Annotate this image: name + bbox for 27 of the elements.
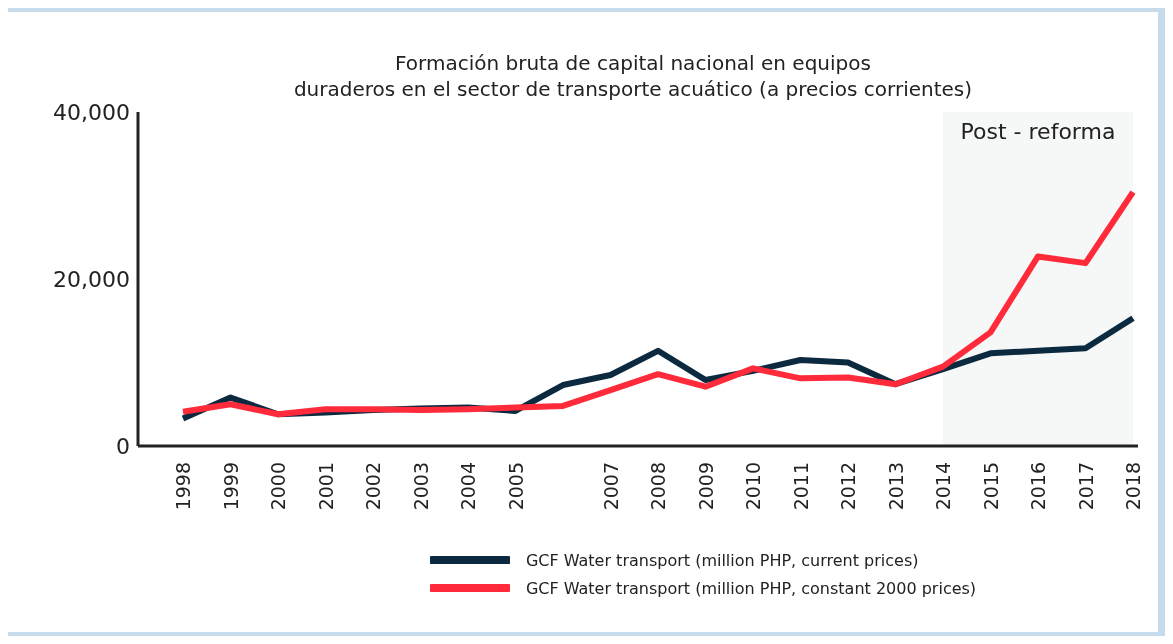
x-tick-label: 2008: [647, 462, 669, 511]
x-tick-label: 2007: [599, 462, 622, 511]
x-tick-label: 2005: [504, 462, 527, 511]
x-tick-label: 2018: [1122, 462, 1144, 511]
x-tick-label: 2009: [694, 462, 717, 511]
x-tick-label: 1998: [172, 462, 194, 511]
x-tick-label: 2010: [742, 462, 764, 511]
x-tick-label: 2015: [979, 462, 1002, 511]
y-tick-label: 0: [116, 433, 130, 459]
x-tick-label: 2003: [409, 462, 432, 511]
x-tick-label: 2001: [314, 462, 337, 511]
x-tick-label: 2000: [267, 462, 289, 511]
x-tick-label: 2014: [932, 462, 954, 511]
x-tick-label: 1999: [219, 462, 242, 511]
x-tick-label: 2016: [1027, 462, 1049, 511]
x-tick-label: 2013: [884, 462, 907, 511]
x-tick-label: 2002: [362, 462, 384, 511]
x-tick-label: 2012: [837, 462, 859, 511]
x-tick-label: 2004: [457, 462, 479, 511]
x-tick-label: 2011: [789, 462, 812, 511]
legend-label: GCF Water transport (million PHP, constant 2000 prices): [525, 578, 977, 598]
chart-title: Formación bruta de capital nacional en equipos duraderos en el sector de transporte acuático (a precios corrientes): [292, 50, 974, 101]
x-tick-label: 2017: [1074, 462, 1097, 511]
y-tick-label: 40,000: [53, 99, 130, 125]
band-label: Post - reforma: [960, 118, 1116, 144]
y-tick-label: 20,000: [53, 266, 130, 292]
legend-label: GCF Water transport (million PHP, current prices): [525, 550, 919, 570]
